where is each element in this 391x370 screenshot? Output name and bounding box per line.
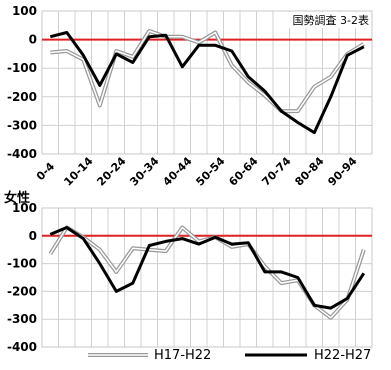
y-tick-label: 100 bbox=[12, 4, 37, 18]
y-tick-label: -200 bbox=[7, 284, 37, 298]
y-tick-label: -100 bbox=[7, 61, 37, 75]
x-tick-label: 60-64 bbox=[226, 154, 260, 188]
x-tick-label: 50-54 bbox=[193, 154, 227, 188]
x-tick-label: 10-14 bbox=[61, 154, 95, 188]
chart-legend: H17-H22 H22-H27 bbox=[88, 348, 371, 363]
y-tick-label: -100 bbox=[7, 257, 37, 271]
chart-bottom-panel: 100 0 -100 -200 -300 -400 女性 bbox=[4, 190, 373, 354]
x-tick-label: 20-24 bbox=[94, 154, 128, 188]
y-tick-label: -300 bbox=[7, 312, 37, 326]
y-tick-label: -400 bbox=[7, 340, 37, 354]
legend-label-h22-h27: H22-H27 bbox=[314, 348, 371, 363]
series-line-h22-h27 bbox=[49, 31, 365, 135]
x-tick-label: 90-94 bbox=[325, 154, 359, 188]
y-tick-label: -200 bbox=[7, 90, 37, 104]
legend-label-h17-h22: H17-H22 bbox=[154, 348, 211, 363]
annotation-box bbox=[288, 12, 371, 28]
series-line-h22-h27 bbox=[49, 226, 366, 310]
x-tick-label: 70-74 bbox=[259, 154, 293, 188]
y-tick-label: -300 bbox=[7, 118, 37, 132]
y-tick-label: 0 bbox=[29, 229, 37, 243]
y-tick-label: -400 bbox=[7, 147, 37, 161]
y-tick-label: 0 bbox=[29, 33, 37, 47]
x-tick-label: 30-34 bbox=[127, 154, 161, 188]
x-tick-label: 40-44 bbox=[160, 154, 194, 188]
panel-label: 女性 bbox=[4, 190, 30, 206]
plot-area bbox=[41, 10, 373, 155]
source-annotation: 国勢調査 3-2表 bbox=[293, 13, 369, 27]
series-line-h17-h22 bbox=[50, 30, 365, 112]
y-tick-label: 100 bbox=[12, 201, 37, 215]
x-tick-label: 0-4 bbox=[34, 160, 57, 183]
x-tick-label: 80-84 bbox=[292, 154, 326, 188]
plot-area bbox=[41, 207, 373, 348]
